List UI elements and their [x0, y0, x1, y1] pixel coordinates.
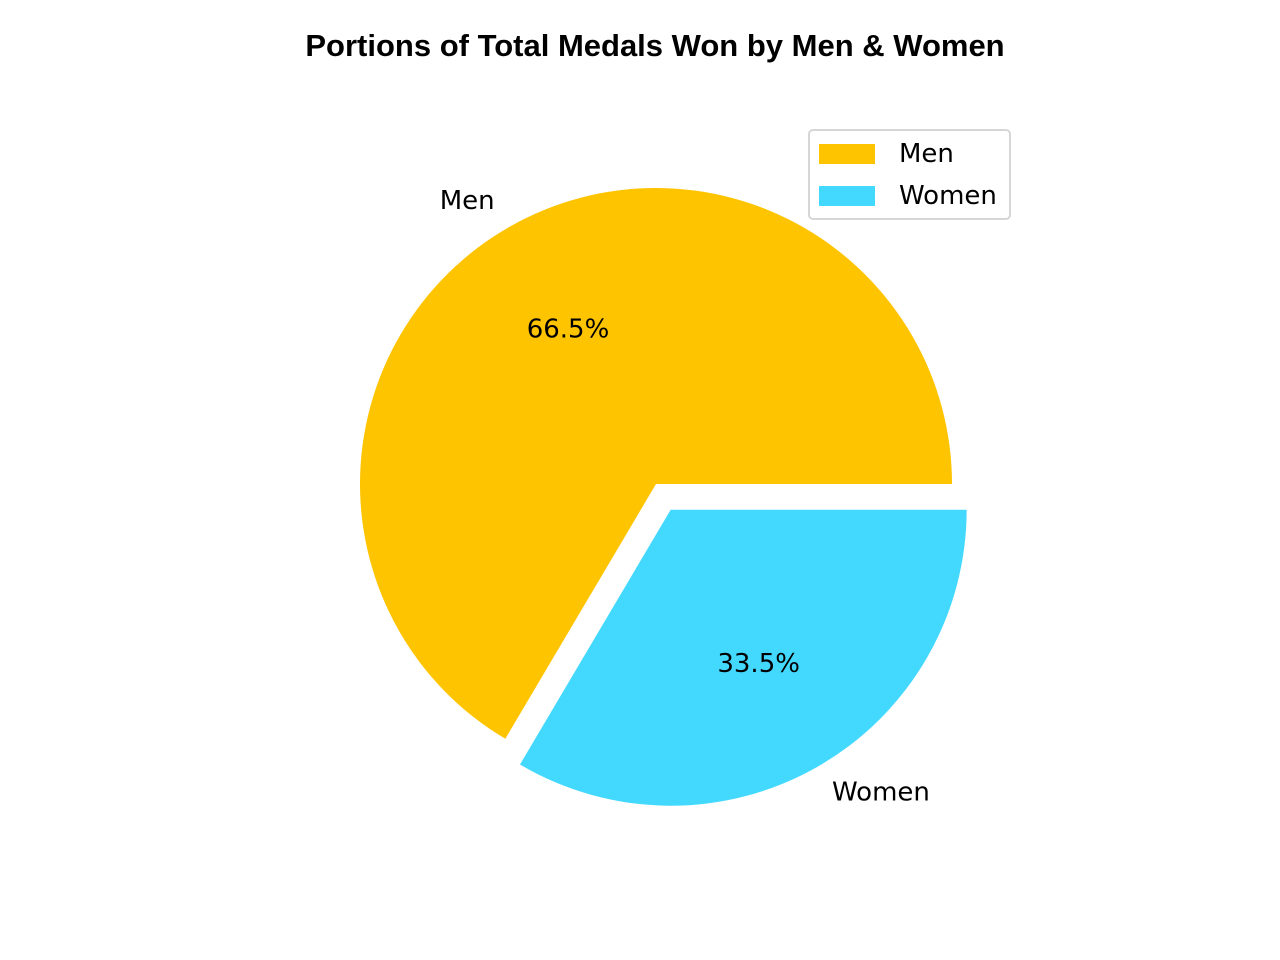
slice-category-label-women: Women [832, 778, 930, 808]
legend-label-women: Women [899, 181, 997, 211]
slice-value-label-men: 66.5% [527, 315, 610, 345]
slice-value-label-women: 33.5% [717, 649, 800, 679]
legend-swatch-women [819, 186, 875, 206]
chart-title: Portions of Total Medals Won by Men & Wo… [305, 28, 1005, 63]
pie-slice-men [360, 188, 952, 739]
legend: Men Women [808, 129, 1011, 220]
legend-item-men: Men [819, 139, 954, 169]
legend-item-women: Women [819, 181, 997, 211]
pie-slice-women [519, 509, 967, 806]
legend-swatch-men [819, 144, 875, 164]
slice-category-label-men: Men [440, 186, 495, 216]
legend-label-men: Men [899, 139, 954, 169]
